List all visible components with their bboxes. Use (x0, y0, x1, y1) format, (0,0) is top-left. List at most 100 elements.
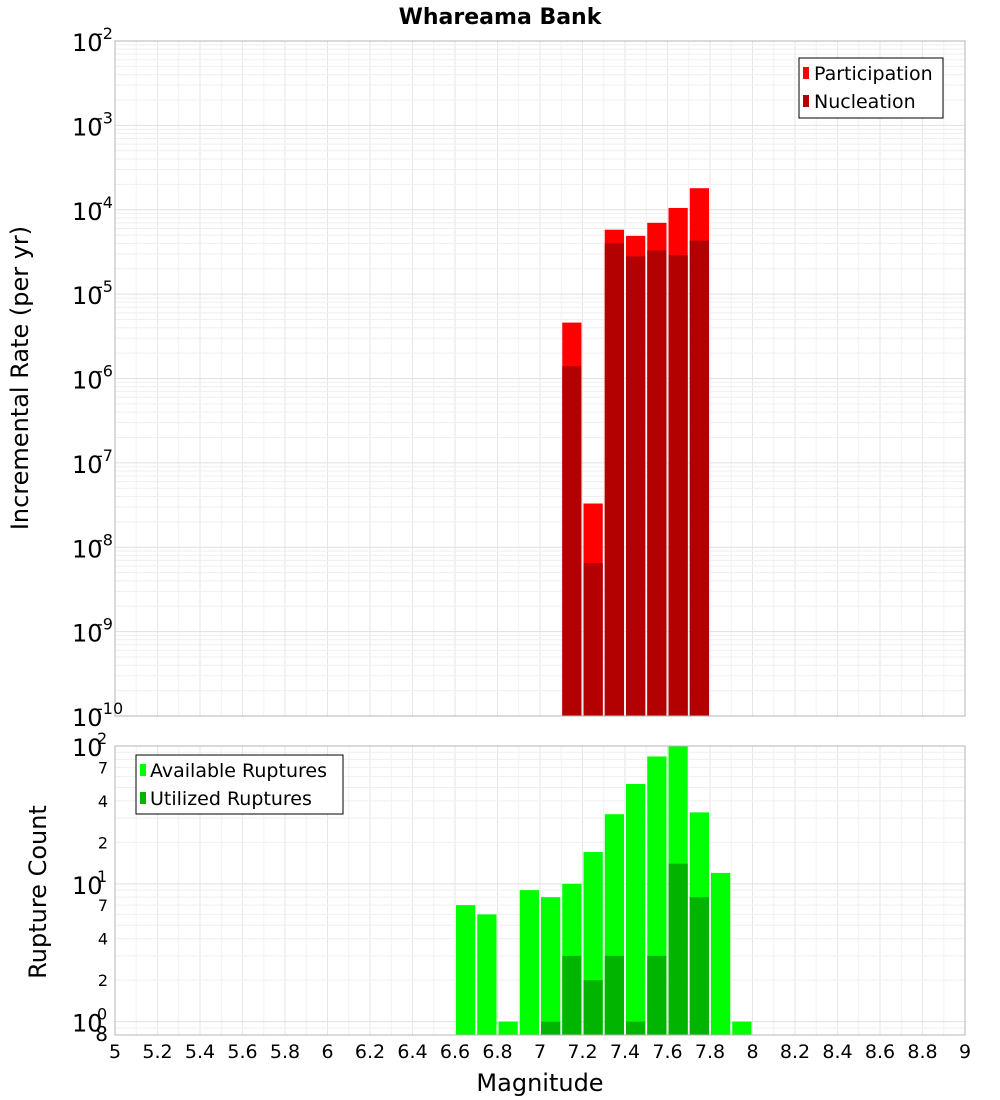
top-y-tick-label: 10 (72, 282, 103, 310)
x-tick-label: 5.8 (270, 1041, 300, 1063)
top-grid (114, 41, 966, 717)
top-y-tick-label: 10 (72, 620, 103, 648)
x-tick-label: 5.4 (185, 1041, 215, 1063)
bottom-y-tick-exponent: 2 (97, 729, 107, 748)
bottom-available-ruptures-bar (541, 897, 561, 1035)
top-y-tick-label: 10 (72, 535, 103, 563)
legend-label-nucleation: Nucleation (814, 91, 916, 113)
x-tick-label: 8.4 (822, 1041, 852, 1063)
bottom-utilized-ruptures-bar (583, 980, 603, 1035)
legend-label-available-ruptures: Available Ruptures (150, 760, 327, 782)
legend-label-participation: Participation (814, 63, 933, 85)
top-plot-border (114, 40, 966, 717)
bottom-y-tick-label: 10 (72, 734, 103, 762)
x-tick-label: 6.4 (397, 1041, 427, 1063)
top-nucleation-bar (562, 366, 582, 716)
bottom-legend-box (135, 754, 344, 815)
x-tick-label: 9 (959, 1041, 971, 1063)
bottom-available-ruptures-bar (477, 914, 497, 1035)
x-tick-label: 6.6 (440, 1041, 470, 1063)
bottom-legend: Available Ruptures Utilized Ruptures (135, 754, 344, 815)
top-nucleation-bar (689, 240, 709, 717)
x-tick-label: 5.6 (227, 1041, 257, 1063)
x-tick-label: 8.6 (865, 1041, 895, 1063)
top-nucleation-bar (583, 563, 603, 716)
x-ticks: 5 5.2 5.4 5.6 5.8 6 6.2 6.4 6.6 6.8 7 7.2 7.4 7.6 7.8 8… (109, 1041, 971, 1063)
top-y-tick-label: 10 (72, 704, 103, 732)
bottom-y-minor-tick-label: 8 (95, 1022, 108, 1046)
top-y-axis-label: Incremental Rate (per yr) (6, 226, 34, 530)
bottom-available-ruptures-bar (626, 784, 646, 1035)
x-tick-label: 7.4 (610, 1041, 640, 1063)
x-tick-label: 7.2 (567, 1041, 597, 1063)
x-tick-label: 5 (109, 1041, 121, 1063)
bottom-y-minor-tick-label: 7 (98, 758, 108, 777)
top-y-tick-exponent: -6 (97, 362, 113, 381)
top-y-tick-label: 10 (72, 198, 103, 226)
top-y-tick-label: 10 (72, 451, 103, 479)
legend-label-utilized-ruptures: Utilized Ruptures (150, 788, 312, 810)
bottom-y-tick-exponent: 0 (97, 1005, 107, 1024)
bottom-available-ruptures-bar (456, 905, 476, 1035)
legend-swatch-utilized-ruptures (140, 792, 146, 804)
top-y-tick-label: 10 (72, 113, 103, 141)
bottom-bars (456, 746, 752, 1035)
bottom-y-minor-tick-label: 2 (98, 833, 108, 852)
top-y-tick-exponent: -7 (97, 446, 113, 465)
chart-title: Whareama Bank (399, 5, 603, 30)
bottom-utilized-ruptures-bar (668, 863, 688, 1035)
legend-swatch-nucleation (803, 95, 809, 107)
bottom-available-ruptures-bar (711, 872, 731, 1035)
top-y-tick-exponent: -8 (97, 530, 113, 549)
bottom-utilized-ruptures-bar (647, 955, 667, 1035)
top-nucleation-bar (647, 250, 667, 717)
legend-swatch-participation (803, 67, 809, 79)
top-nucleation-bar (668, 255, 688, 716)
top-y-tick-label: 10 (72, 367, 103, 395)
x-tick-label: 5.2 (142, 1041, 172, 1063)
bottom-grid (114, 746, 966, 1036)
top-legend-box (798, 57, 944, 119)
legend-swatch-available-ruptures (140, 764, 146, 776)
x-tick-label: 6.2 (355, 1041, 385, 1063)
top-bars (562, 188, 709, 717)
x-axis-label: Magnitude (476, 1069, 603, 1097)
bottom-available-ruptures-bar (732, 1021, 752, 1035)
bottom-utilized-ruptures-bar (541, 1021, 561, 1035)
bottom-utilized-ruptures-bar (562, 955, 582, 1035)
bottom-y-tick-label: 10 (72, 1010, 103, 1038)
x-tick-label: 6.8 (482, 1041, 512, 1063)
bottom-available-ruptures-bar (519, 890, 539, 1035)
x-tick-label: 7 (534, 1041, 546, 1063)
bottom-utilized-ruptures-bar (626, 1021, 646, 1035)
bottom-y-axis-label: Rupture Count (24, 805, 52, 979)
x-tick-label: 7.8 (695, 1041, 725, 1063)
x-tick-label: 7.6 (652, 1041, 682, 1063)
top-y-tick-exponent: -3 (97, 108, 113, 127)
bottom-utilized-ruptures-bar (689, 897, 709, 1035)
bottom-y-tick-exponent: 1 (97, 867, 107, 886)
top-y-tick-exponent: -2 (97, 24, 113, 43)
bottom-plot-border (114, 745, 966, 1036)
bottom-available-ruptures-bar (498, 1021, 518, 1035)
x-tick-label: 8.2 (780, 1041, 810, 1063)
top-nucleation-bar (604, 243, 624, 717)
bottom-y-minor-tick-label: 4 (98, 930, 108, 949)
bottom-utilized-ruptures-bar (604, 955, 624, 1035)
bottom-y-minor-tick-label: 7 (98, 896, 108, 915)
bottom-y-tick-label: 10 (72, 872, 103, 900)
top-y-tick-exponent: -5 (97, 277, 113, 296)
top-y-tick-exponent: -4 (97, 193, 113, 212)
x-tick-label: 8.8 (907, 1041, 937, 1063)
x-tick-label: 8 (746, 1041, 758, 1063)
top-y-tick-label: 10 (72, 29, 103, 57)
bottom-y-minor-tick-label: 4 (98, 792, 108, 811)
top-nucleation-bar (626, 256, 646, 716)
top-y-tick-exponent: -10 (97, 699, 123, 718)
bottom-y-minor-tick-label: 2 (98, 971, 108, 990)
